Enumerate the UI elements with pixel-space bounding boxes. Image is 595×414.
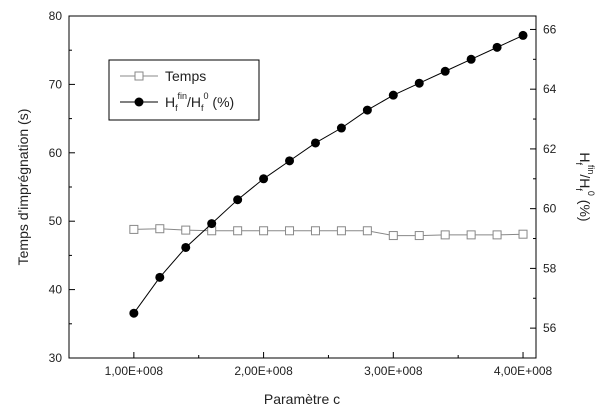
- x-tick-label: 2,00E+008: [234, 364, 293, 378]
- series-0-line: [133, 228, 524, 237]
- left-y-tick-label: 80: [49, 9, 63, 23]
- left-y-axis-label: Temps d'imprégnation (s): [15, 109, 31, 266]
- ratio-point: [155, 272, 165, 282]
- legend-box: [108, 59, 260, 121]
- right-y-axis-label: Hffin/Hf0 (%): [574, 152, 595, 221]
- temps-point: [440, 230, 450, 240]
- temps-point: [310, 226, 320, 236]
- ratio-point: [336, 123, 346, 133]
- temps-point: [518, 229, 528, 239]
- right-y-axis-label-h: H: [577, 152, 593, 162]
- right-y-tick-label: 66: [543, 22, 557, 36]
- left-y-tick-label: 40: [49, 283, 63, 297]
- ratio-point: [492, 42, 502, 52]
- right-y-axis-label-sup-0: 0: [586, 191, 595, 196]
- legend-ratio-sub-f: f: [175, 103, 178, 113]
- temps-point: [233, 226, 243, 236]
- ratio-point: [181, 242, 191, 252]
- left-y-tick-label: 60: [49, 146, 63, 160]
- right-y-tick-label: 60: [543, 202, 557, 216]
- legend-ratio-sup-0: 0: [204, 91, 209, 101]
- temps-point: [414, 231, 424, 241]
- x-tick-label: 3,00E+008: [364, 364, 423, 378]
- right-y-tick-label: 58: [543, 261, 557, 275]
- ratio-point: [414, 78, 424, 88]
- right-y-tick-label: 56: [543, 321, 557, 335]
- x-axis-ticks: 1,00E+008 2,00E+008 3,00E+008 4,00E+008: [105, 352, 553, 378]
- legend: Temps Hffin/Hf0 (%): [108, 59, 260, 121]
- series-1-line: [133, 34, 524, 314]
- temps-point: [259, 226, 269, 236]
- right-y-tick-label: 64: [543, 82, 557, 96]
- legend-temps-marker: [134, 71, 144, 81]
- temps-point: [336, 226, 346, 236]
- ratio-point: [362, 105, 372, 115]
- ratio-point: [285, 156, 295, 166]
- right-y-tick-label: 62: [543, 142, 557, 156]
- x-axis-label: Paramètre c: [264, 391, 340, 407]
- legend-ratio-h: H: [165, 94, 175, 110]
- ratio-point: [518, 30, 528, 40]
- right-y-axis-ticks: 56 58 60 62 64 66: [530, 22, 557, 359]
- ratio-point: [310, 138, 320, 148]
- temps-point: [388, 231, 398, 241]
- temps-point: [492, 230, 502, 240]
- legend-ratio-sub-f2: f: [201, 103, 204, 113]
- left-y-axis-ticks: 30 40 50 60 70 80: [49, 9, 75, 365]
- ratio-point: [466, 54, 476, 64]
- temps-point: [129, 224, 139, 234]
- temps-point: [285, 226, 295, 236]
- legend-ratio-sup-fin: fin: [177, 91, 187, 101]
- right-y-axis-label-sub-f2: f: [574, 188, 584, 191]
- legend-ratio-label: Hffin/Hf0 (%): [165, 91, 234, 113]
- x-tick-label: 4,00E+008: [494, 364, 553, 378]
- ratio-point: [440, 66, 450, 76]
- right-y-axis-label-slash-h: /H: [577, 174, 593, 188]
- ratio-point: [259, 174, 269, 184]
- ratio-point: [207, 219, 217, 229]
- temps-point: [155, 224, 165, 234]
- temps-point: [181, 225, 191, 235]
- legend-temps-label: Temps: [165, 68, 206, 84]
- left-y-tick-label: 30: [49, 351, 63, 365]
- legend-ratio-unit: (%): [209, 94, 235, 110]
- legend-ratio-slash-h: /H: [187, 94, 201, 110]
- temps-point: [466, 230, 476, 240]
- ratio-point: [233, 195, 243, 205]
- series-layer: [129, 30, 528, 318]
- temps-point: [362, 226, 372, 236]
- x-tick-label: 1,00E+008: [105, 364, 164, 378]
- legend-ratio-marker: [134, 97, 144, 107]
- ratio-point: [129, 308, 139, 318]
- right-y-axis-label-sup-fin: fin: [586, 165, 595, 175]
- left-y-tick-label: 70: [49, 77, 63, 91]
- left-y-tick-label: 50: [49, 214, 63, 228]
- right-y-axis-label-sub-f: f: [574, 163, 584, 166]
- right-y-axis-label-unit: (%): [577, 196, 593, 222]
- ratio-point: [388, 90, 398, 100]
